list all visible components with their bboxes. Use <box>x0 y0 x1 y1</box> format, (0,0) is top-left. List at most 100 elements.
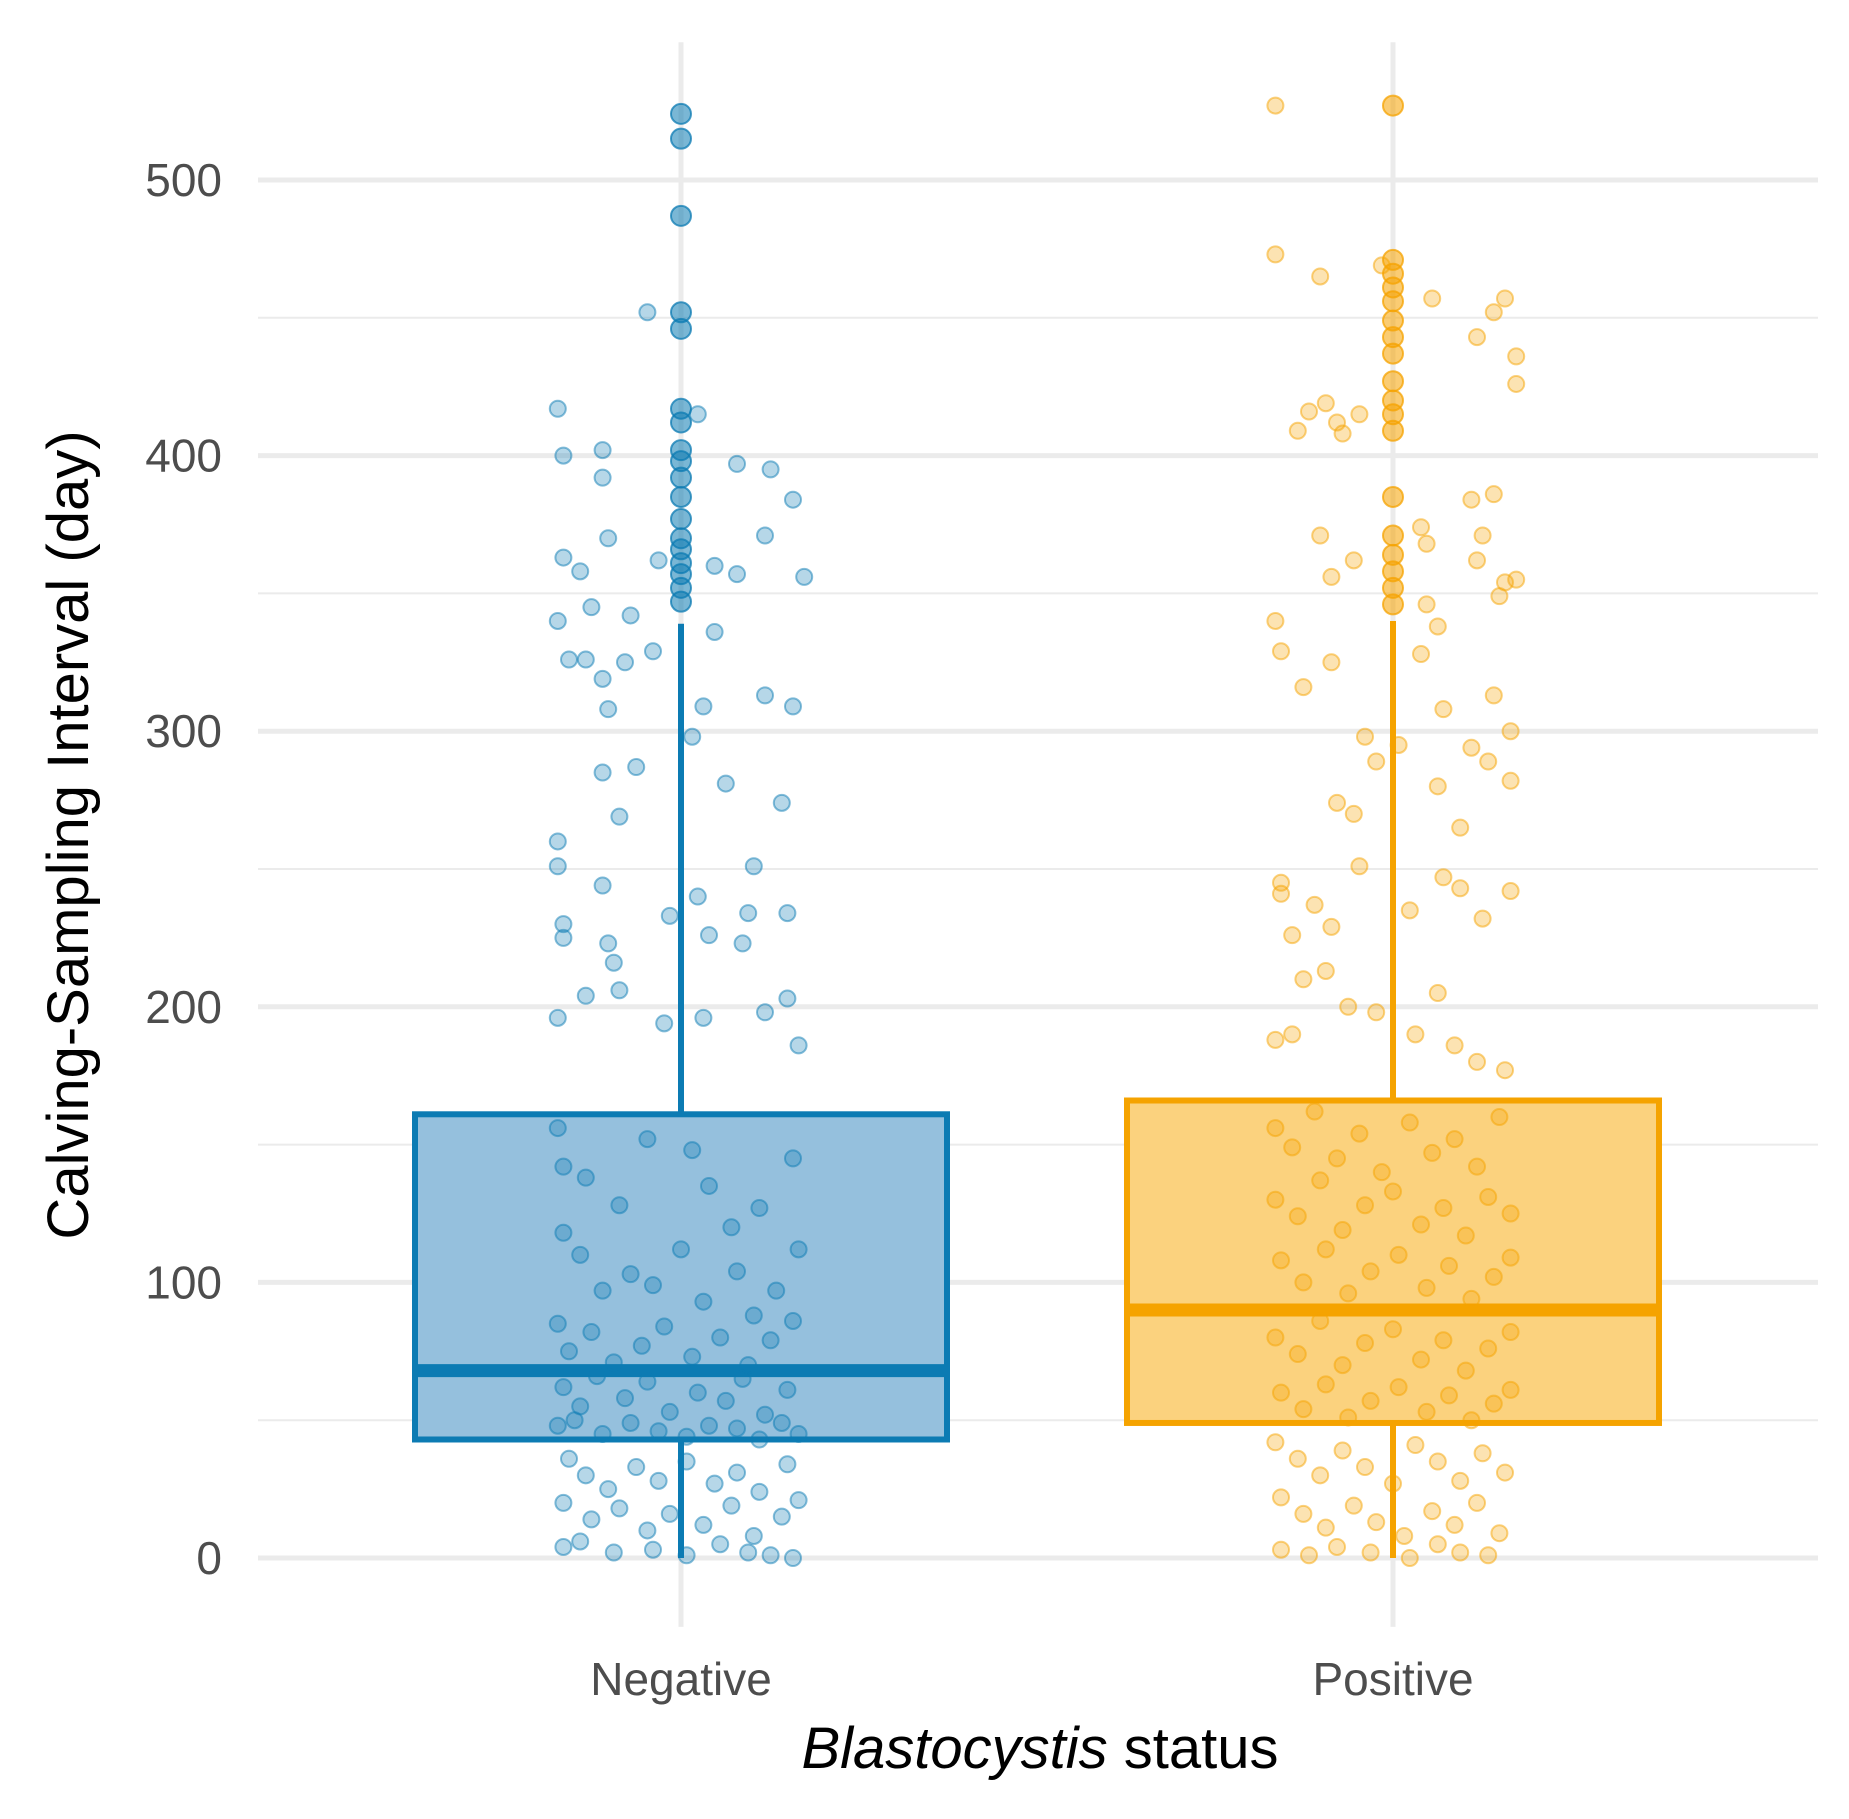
negative-point-76 <box>744 1306 763 1325</box>
y-tick-label-0: 0 <box>196 1532 222 1584</box>
negative-point-90 <box>554 1378 573 1397</box>
negative-outlier-15 <box>670 204 692 227</box>
negative-point-47 <box>739 904 758 923</box>
negative-point-40 <box>554 928 573 947</box>
positive-point-59 <box>1266 1030 1285 1049</box>
negative-point-122 <box>554 1493 573 1512</box>
negative-point-35 <box>683 727 702 746</box>
positive-outlier-12 <box>1382 309 1404 332</box>
negative-point-60 <box>576 1168 595 1187</box>
positive-point-137 <box>1294 1504 1313 1523</box>
positive-point-65 <box>1406 1025 1425 1044</box>
positive-point-34 <box>1428 617 1447 636</box>
positive-point-29 <box>1272 642 1290 661</box>
negative-point-34 <box>627 758 646 777</box>
negative-point-133 <box>571 1532 590 1551</box>
positive-point-129 <box>1356 1458 1374 1477</box>
negative-point-53 <box>694 1008 713 1027</box>
positive-point-19 <box>1322 567 1341 586</box>
negative-point-67 <box>784 1149 802 1168</box>
positive-point-53 <box>1350 857 1369 876</box>
positive-point-133 <box>1451 1471 1470 1490</box>
positive-point-94 <box>1316 1240 1335 1259</box>
negative-point-98 <box>733 1369 752 1388</box>
y-axis-ticks: 0 100 200 300 400 500 <box>145 154 222 1584</box>
positive-point-14 <box>1333 424 1352 443</box>
positive-point-12 <box>1316 394 1335 413</box>
negative-point-82 <box>604 1353 623 1372</box>
negative-point-89 <box>784 1311 802 1330</box>
positive-point-10 <box>1288 421 1307 440</box>
positive-point-145 <box>1490 1524 1509 1543</box>
negative-point-128 <box>722 1496 741 1515</box>
positive-point-78 <box>1445 1130 1464 1149</box>
positive-point-11 <box>1300 402 1318 421</box>
positive-point-16 <box>1462 490 1481 509</box>
negative-point-80 <box>560 1342 578 1361</box>
positive-point-38 <box>1356 727 1374 746</box>
negative-point-13 <box>621 606 640 625</box>
point-layer <box>548 94 1526 1567</box>
negative-point-36 <box>716 774 735 793</box>
negative-point-50 <box>576 986 595 1005</box>
positive-point-62 <box>1316 961 1335 980</box>
negative-point-43 <box>604 953 623 972</box>
positive-point-7 <box>1496 289 1514 308</box>
positive-point-108 <box>1384 1320 1402 1339</box>
negative-point-94 <box>638 1372 657 1391</box>
negative-point-73 <box>672 1240 690 1259</box>
positive-outlier-16 <box>1382 248 1404 271</box>
positive-point-114 <box>1272 1383 1290 1402</box>
negative-point-79 <box>548 1314 567 1333</box>
negative-point-66 <box>750 1198 769 1217</box>
positive-point-77 <box>1423 1143 1442 1162</box>
positive-point-132 <box>1428 1452 1447 1471</box>
positive-point-134 <box>1473 1444 1492 1463</box>
positive-point-125 <box>1266 1433 1285 1452</box>
positive-point-46 <box>1479 752 1498 771</box>
positive-point-43 <box>1428 777 1447 796</box>
positive-point-109 <box>1412 1350 1430 1369</box>
negative-point-75 <box>728 1262 746 1281</box>
negative-point-97 <box>716 1391 735 1410</box>
negative-point-49 <box>548 1008 567 1027</box>
positive-point-33 <box>1417 595 1436 614</box>
positive-point-30 <box>1294 678 1313 697</box>
negative-point-55 <box>756 1003 774 1022</box>
positive-point-148 <box>1328 1537 1346 1556</box>
positive-point-138 <box>1316 1518 1335 1537</box>
positive-point-73 <box>1328 1149 1346 1168</box>
negative-point-125 <box>638 1521 657 1540</box>
negative-point-74 <box>694 1292 713 1311</box>
box-layer <box>412 620 1662 1558</box>
negative-point-30 <box>548 832 567 851</box>
positive-point-80 <box>1490 1108 1509 1127</box>
negative-point-117 <box>677 1452 696 1471</box>
negative-outlier-6 <box>670 507 692 530</box>
positive-point-131 <box>1406 1436 1425 1455</box>
positive-point-96 <box>1361 1262 1380 1281</box>
positive-point-90 <box>1479 1187 1498 1206</box>
positive-point-84 <box>1333 1221 1352 1240</box>
negative-point-78 <box>789 1240 808 1259</box>
negative-point-46 <box>700 926 718 945</box>
positive-point-142 <box>1423 1502 1442 1521</box>
negative-point-26 <box>694 697 713 716</box>
positive-point-52 <box>1322 917 1341 936</box>
negative-point-19 <box>548 611 567 630</box>
positive-point-20 <box>1344 551 1363 570</box>
positive-point-150 <box>1400 1549 1419 1567</box>
negative-point-6 <box>728 454 746 473</box>
negative-point-119 <box>728 1463 746 1482</box>
positive-point-8 <box>1507 347 1526 366</box>
positive-outlier-9 <box>1382 370 1404 393</box>
positive-point-37 <box>1501 722 1520 741</box>
negative-point-103 <box>593 1424 612 1443</box>
positive-outlier-8 <box>1382 389 1404 412</box>
positive-point-50 <box>1283 926 1302 945</box>
positive-point-92 <box>1272 1251 1290 1270</box>
positive-point-116 <box>1316 1375 1335 1394</box>
positive-point-93 <box>1294 1273 1313 1292</box>
positive-point-27 <box>1507 570 1526 589</box>
